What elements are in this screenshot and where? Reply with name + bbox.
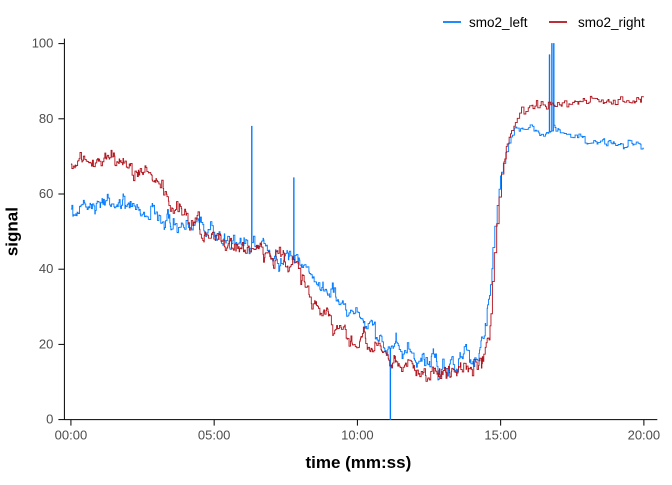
svg-text:smo2_right: smo2_right (578, 15, 645, 30)
svg-text:80: 80 (39, 111, 53, 126)
svg-text:smo2_left: smo2_left (469, 15, 528, 30)
svg-text:signal: signal (3, 207, 22, 256)
svg-text:time (mm:ss): time (mm:ss) (305, 453, 411, 472)
svg-text:100: 100 (32, 36, 54, 51)
svg-text:20:00: 20:00 (628, 428, 661, 443)
svg-text:05:00: 05:00 (198, 428, 231, 443)
svg-text:00:00: 00:00 (55, 428, 88, 443)
svg-text:20: 20 (39, 336, 53, 351)
svg-text:15:00: 15:00 (484, 428, 517, 443)
svg-text:0: 0 (46, 412, 53, 427)
svg-text:60: 60 (39, 186, 53, 201)
svg-text:10:00: 10:00 (341, 428, 374, 443)
svg-text:40: 40 (39, 261, 53, 276)
